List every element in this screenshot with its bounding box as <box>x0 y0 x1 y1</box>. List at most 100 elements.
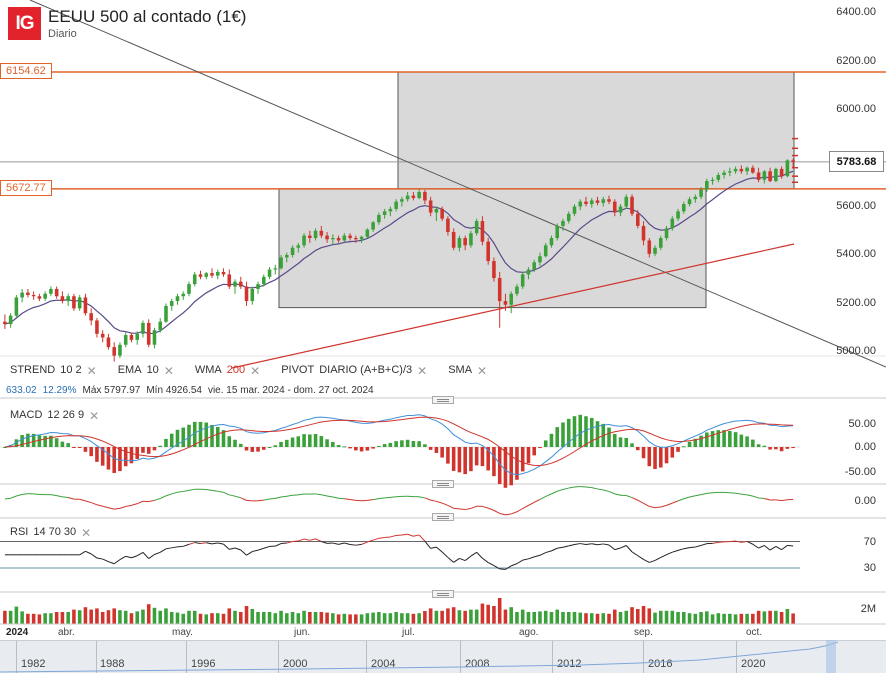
rsi-segment <box>591 543 598 546</box>
volume-bar <box>497 598 502 624</box>
ema-10-line <box>4 170 794 335</box>
volume-bar <box>492 606 496 624</box>
macd-histogram-bar <box>192 421 197 447</box>
candle-body <box>3 321 7 325</box>
candle <box>762 170 767 184</box>
volume-bar <box>49 613 53 624</box>
macd-histogram-bar <box>118 447 122 472</box>
volume-bar <box>756 610 761 624</box>
upper-line-tag[interactable]: 6154.62 <box>0 63 52 79</box>
indicator-pivot-label[interactable]: PIVOT <box>281 364 315 376</box>
rsi-segment <box>355 543 362 546</box>
volume-bar <box>635 609 640 624</box>
oscillator-segment <box>465 507 472 511</box>
macd-histogram-bar <box>302 434 306 447</box>
oscillator-segment <box>735 492 742 495</box>
macd-histogram-bar <box>423 444 427 447</box>
candle-body <box>400 199 404 202</box>
remove-sma-icon[interactable]: ✕ <box>477 364 488 378</box>
indicator-wma-label[interactable]: WMA <box>194 364 222 376</box>
volume-bar <box>589 613 594 624</box>
volume-bar <box>572 612 577 624</box>
pane-resize-handle[interactable] <box>432 480 454 488</box>
oscillator-segment <box>280 495 287 498</box>
x-label-ago: ago. <box>519 627 539 638</box>
remove-rsi-icon[interactable]: ✕ <box>81 526 92 540</box>
volume-bar <box>538 611 542 624</box>
volume-bar <box>279 610 283 624</box>
rsi-segment <box>787 544 794 547</box>
pane-resize-handle[interactable] <box>432 396 454 404</box>
x-label-abr: abr. <box>58 627 75 638</box>
rsi-segment <box>252 549 259 553</box>
lower-line-tag[interactable]: 5672.77 <box>0 180 52 196</box>
remove-ema-icon[interactable]: ✕ <box>163 364 174 378</box>
remove-wma-icon[interactable]: ✕ <box>250 364 261 378</box>
rsi-segment <box>257 547 264 551</box>
macd-histogram-bar <box>469 447 473 472</box>
volume-tick-2m: 2M <box>860 603 876 615</box>
candle <box>446 216 450 236</box>
candle <box>210 268 214 279</box>
candle <box>49 286 53 297</box>
volume-bar <box>152 607 157 624</box>
rsi-segment <box>603 543 610 546</box>
pane-resize-handle[interactable] <box>432 590 454 598</box>
candle <box>354 235 358 243</box>
macd-histogram-bar <box>486 447 490 471</box>
macd-histogram-bar <box>256 447 260 452</box>
macd-histogram-bar <box>682 446 686 448</box>
oscillator-segment <box>326 495 333 498</box>
pane-resize-handle[interactable] <box>432 513 454 521</box>
rsi-segment <box>516 559 523 565</box>
volume-bar <box>394 612 398 624</box>
macd-label[interactable]: MACD <box>10 409 43 421</box>
oscillator-segment <box>286 494 293 497</box>
remove-strend-icon[interactable]: ✕ <box>86 364 97 378</box>
candle <box>693 194 698 203</box>
nav-year-2000: 2000 <box>283 658 308 670</box>
volume-bar <box>14 606 19 624</box>
candle <box>233 279 237 294</box>
candle <box>325 231 329 243</box>
timeframe-label[interactable]: Diario <box>48 28 77 40</box>
candle-body <box>54 288 59 297</box>
rsi-segment <box>545 550 552 554</box>
macd-histogram-bar <box>446 447 450 464</box>
candle <box>394 199 398 212</box>
volume-bar <box>566 612 571 624</box>
volume-bar <box>244 606 249 624</box>
candle <box>279 255 283 270</box>
volume-bar <box>630 607 634 624</box>
indicator-ema-label[interactable]: EMA <box>117 364 142 376</box>
volume-bar <box>693 613 698 624</box>
indicator-strend-label[interactable]: STREND <box>10 364 56 376</box>
last-price-tag: 5783.68 <box>829 151 884 172</box>
indicator-sma-label[interactable]: SMA <box>448 364 473 376</box>
macd-histogram-bar <box>244 447 249 451</box>
volume-bar <box>175 612 180 624</box>
remove-pivot-icon[interactable]: ✕ <box>417 364 428 378</box>
rsi-segment <box>136 551 144 557</box>
remove-macd-icon[interactable]: ✕ <box>89 409 100 423</box>
oscillator-segment <box>119 506 126 509</box>
candle <box>308 230 312 243</box>
rsi-segment <box>206 542 213 545</box>
volume-bar <box>791 613 795 624</box>
candle <box>492 257 496 282</box>
macd-histogram-bar <box>400 440 404 447</box>
candle <box>739 165 744 174</box>
oscillator-segment <box>315 493 322 496</box>
volume-bar <box>751 613 755 624</box>
candle-body <box>377 214 381 223</box>
oscillator-segment <box>585 486 592 489</box>
rsi-segment <box>246 551 253 556</box>
oscillator-segment <box>350 499 356 501</box>
rsi-segment <box>102 558 109 563</box>
x-label-jun: jun. <box>294 627 311 638</box>
rsi-label[interactable]: RSI <box>10 526 29 538</box>
candle <box>112 342 116 362</box>
volume-bar <box>210 613 214 624</box>
candle-body <box>204 273 209 277</box>
